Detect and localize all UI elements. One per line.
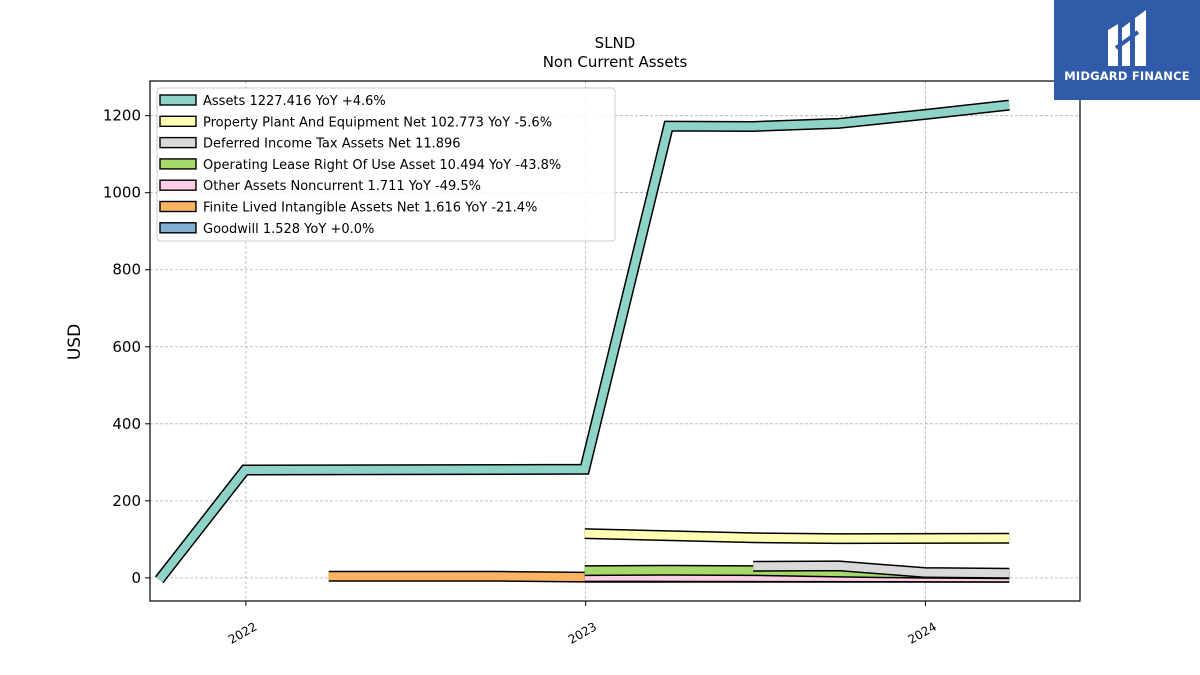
series-line [156,101,1010,583]
plot-frame [149,80,1081,602]
series-deferred-income-tax-assets-net [753,560,1010,579]
y-tick-label: 1200 [103,107,141,125]
brand-logo: MIDGARD FINANCE [1054,0,1200,100]
series-line [328,572,585,582]
chart-title: SLND [595,34,636,52]
series-layer [154,99,1010,584]
legend-entry: Goodwill 1.528 YoY +0.0% [203,222,374,237]
legend-entry: Other Assets Noncurrent 1.711 YoY -49.5% [203,179,481,194]
y-tick-label: 800 [112,261,141,279]
x-tick-label: 2023 [566,619,599,646]
legend: Assets 1227.416 YoY +4.6% Property Plant … [156,87,616,242]
legend-swatch [159,179,197,191]
legend-entry: Assets 1227.416 YoY +4.6% [203,94,386,109]
series-property-plant-and-equipment-net [584,528,1010,545]
legend-swatch [159,136,197,149]
legend-entry: Deferred Income Tax Assets Net 11.896 [203,137,461,152]
legend-swatch [159,200,197,213]
series-finite-lived-intangible-assets-net [328,570,585,583]
logo-text: MIDGARD FINANCE [1064,69,1190,83]
legend-swatch [159,158,197,170]
logo-mark-icon [1108,10,1146,66]
axis-ticks: 0 200 400 600 800 1000 1200 2022 2023 2024 [103,107,939,647]
series-line [753,561,1010,578]
legend-entry: Property Plant And Equipment Net 102.773… [203,115,552,130]
y-tick-label: 200 [112,492,141,510]
legend-swatch [159,94,197,106]
legend-entry: Finite Lived Intangible Assets Net 1.616… [203,201,537,216]
legend-swatch [159,115,197,128]
y-tick-label: 1000 [103,184,141,202]
legend-entry: Operating Lease Right Of Use Asset 10.49… [203,158,561,173]
y-tick-label: 0 [131,569,141,587]
legend-swatch [159,222,197,234]
y-tick-label: 600 [112,338,141,356]
x-tick-label: 2024 [906,619,939,646]
series-line [584,529,1010,543]
chart-subtitle: Non Current Assets [543,53,688,71]
series-assets [154,99,1010,584]
y-axis-label: USD [65,324,85,360]
legend-box [156,87,616,242]
y-tick-label: 400 [112,415,141,433]
x-tick-label: 2022 [226,619,259,646]
